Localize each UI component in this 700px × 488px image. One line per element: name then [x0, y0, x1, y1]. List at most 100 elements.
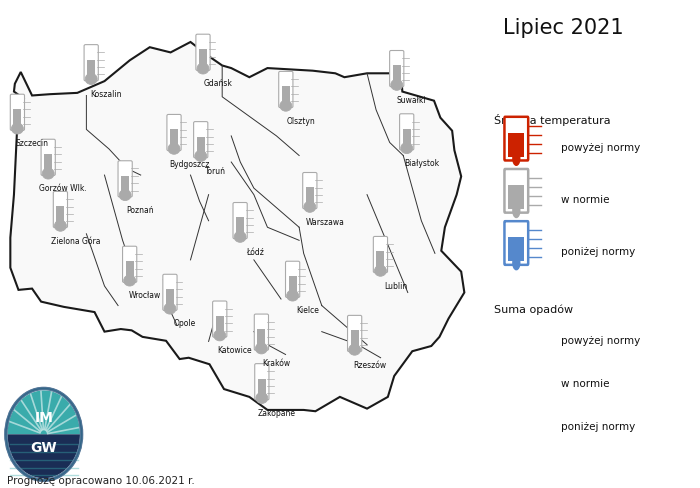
Polygon shape [414, 62, 419, 91]
Bar [199, 49, 207, 68]
FancyBboxPatch shape [255, 364, 269, 400]
Circle shape [391, 79, 402, 90]
Text: poniżej normy: poniżej normy [561, 422, 636, 432]
Text: Rzeszów: Rzeszów [353, 361, 386, 369]
Polygon shape [309, 273, 315, 302]
Text: Kraków: Kraków [262, 359, 290, 368]
Polygon shape [191, 126, 196, 155]
Circle shape [513, 152, 519, 165]
Bar [197, 137, 204, 156]
FancyBboxPatch shape [41, 139, 55, 176]
Bar [288, 276, 297, 296]
Circle shape [513, 256, 519, 269]
Text: Bydgoszcz: Bydgoszcz [169, 160, 209, 169]
Text: Lublin: Lublin [384, 282, 407, 291]
Text: Opole: Opole [174, 320, 196, 328]
Circle shape [400, 142, 412, 154]
Bar [57, 206, 64, 226]
FancyBboxPatch shape [279, 71, 293, 107]
FancyBboxPatch shape [286, 261, 300, 298]
FancyBboxPatch shape [233, 203, 247, 239]
Circle shape [280, 100, 292, 111]
Text: Gdańsk: Gdańsk [204, 80, 232, 88]
Polygon shape [424, 125, 429, 154]
Bar [126, 261, 134, 281]
Circle shape [55, 220, 66, 231]
FancyBboxPatch shape [302, 172, 317, 209]
Bar [282, 86, 290, 106]
Circle shape [42, 168, 54, 179]
Circle shape [256, 343, 267, 354]
Text: powyżej normy: powyżej normy [561, 336, 640, 346]
Polygon shape [397, 248, 402, 277]
FancyBboxPatch shape [84, 44, 98, 81]
Bar [306, 187, 314, 207]
Circle shape [256, 392, 268, 404]
Polygon shape [65, 151, 70, 180]
Bar [402, 129, 411, 148]
Polygon shape [8, 390, 80, 434]
Bar [508, 185, 524, 209]
Text: Toruń: Toruń [205, 167, 226, 176]
Bar [351, 330, 358, 350]
Bar [88, 60, 95, 79]
Circle shape [85, 73, 97, 84]
FancyBboxPatch shape [163, 274, 177, 310]
FancyBboxPatch shape [373, 236, 388, 273]
FancyBboxPatch shape [213, 301, 227, 337]
Circle shape [119, 189, 131, 201]
Bar [377, 251, 384, 271]
Text: Zielona Góra: Zielona Góra [50, 237, 100, 245]
Text: Katowice: Katowice [218, 346, 252, 355]
FancyBboxPatch shape [505, 221, 528, 265]
Bar [166, 289, 174, 308]
FancyBboxPatch shape [505, 117, 528, 161]
Circle shape [197, 63, 209, 74]
FancyBboxPatch shape [505, 169, 528, 213]
Text: Prognozę opracowano 10.06.2021 r.: Prognozę opracowano 10.06.2021 r. [7, 476, 195, 486]
Polygon shape [302, 83, 308, 112]
FancyBboxPatch shape [10, 94, 25, 130]
Circle shape [234, 231, 246, 243]
Text: Suwałki: Suwałki [397, 96, 426, 105]
Bar [393, 65, 400, 85]
Polygon shape [220, 46, 225, 75]
FancyBboxPatch shape [53, 191, 67, 227]
FancyBboxPatch shape [347, 315, 362, 351]
Polygon shape [34, 106, 39, 135]
Text: Gorzów Wlk.: Gorzów Wlk. [39, 184, 87, 193]
Text: Koszalin: Koszalin [90, 90, 122, 99]
FancyBboxPatch shape [122, 246, 136, 283]
Bar [236, 218, 244, 237]
Polygon shape [257, 214, 262, 243]
Circle shape [513, 204, 519, 217]
Bar [170, 129, 178, 149]
Circle shape [168, 143, 180, 154]
Circle shape [214, 330, 225, 341]
Text: Średnia temperatura: Średnia temperatura [494, 114, 610, 126]
Text: poniżej normy: poniżej normy [561, 247, 636, 257]
Text: GW: GW [30, 441, 57, 455]
FancyBboxPatch shape [400, 114, 414, 150]
Text: Lipiec 2021: Lipiec 2021 [503, 19, 624, 39]
Polygon shape [142, 172, 147, 201]
Polygon shape [77, 203, 83, 232]
Circle shape [287, 290, 299, 301]
Bar [258, 329, 265, 348]
Circle shape [11, 123, 23, 134]
Text: Wrocław: Wrocław [129, 291, 161, 301]
FancyBboxPatch shape [167, 115, 181, 151]
Bar [13, 109, 21, 128]
Polygon shape [237, 313, 242, 341]
Text: w normie: w normie [561, 379, 610, 389]
Circle shape [164, 303, 176, 314]
Bar [508, 238, 524, 261]
Text: Olsztyn: Olsztyn [286, 117, 315, 125]
FancyBboxPatch shape [196, 34, 210, 70]
Text: Szczecin: Szczecin [16, 140, 49, 148]
Text: w normie: w normie [561, 195, 610, 205]
Bar [44, 154, 52, 174]
Bar [258, 379, 266, 398]
Text: Poznań: Poznań [127, 206, 154, 215]
Circle shape [349, 344, 361, 355]
